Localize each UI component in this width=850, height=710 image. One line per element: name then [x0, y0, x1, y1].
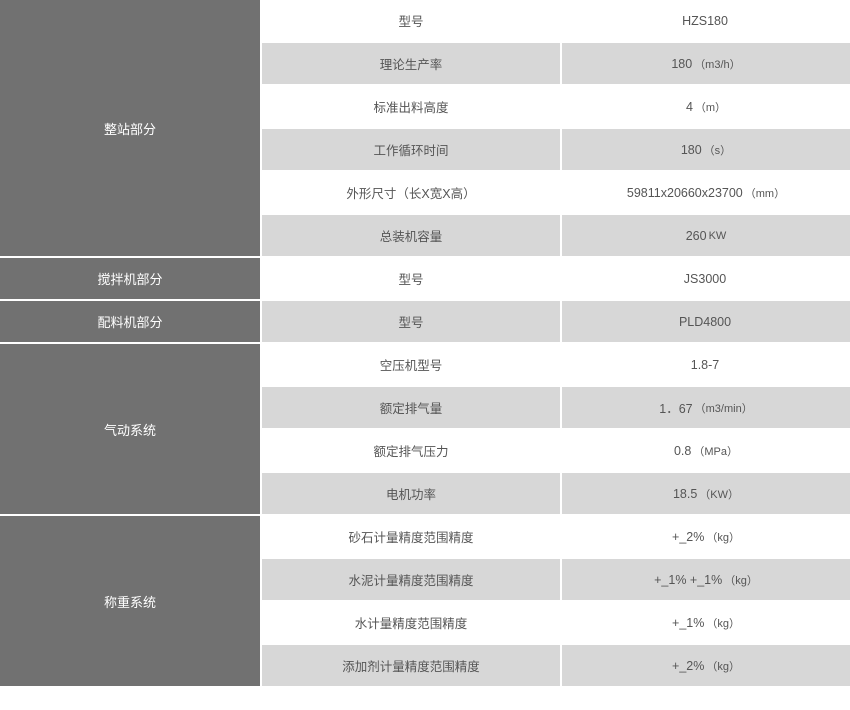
table-row: 空压机型号 1.8-7	[260, 344, 850, 387]
section: 配料机部分型号 PLD4800	[0, 301, 850, 344]
param-cell: 理论生产率	[260, 43, 560, 86]
param-cell: 水泥计量精度范围精度	[260, 559, 560, 602]
section: 搅拌机部分型号 JS3000	[0, 258, 850, 301]
value-unit: （s）	[704, 142, 732, 158]
value-text: +_2%	[672, 530, 704, 544]
value-text: 0.8	[674, 444, 691, 458]
param-cell: 型号	[260, 258, 560, 301]
value-unit: （m3/min）	[695, 400, 753, 416]
value-cell: 18.5（KW）	[560, 473, 850, 516]
value-text: HZS180	[682, 14, 728, 28]
value-unit: （kg）	[706, 615, 740, 631]
param-cell: 型号	[260, 0, 560, 43]
table-row: 额定排气压力0.8（MPa）	[260, 430, 850, 473]
param-cell: 额定排气量	[260, 387, 560, 430]
section: 称重系统砂石计量精度范围精度+_2%（kg）水泥计量精度范围精度+_1% +_1…	[0, 516, 850, 688]
section-header: 搅拌机部分	[0, 258, 260, 301]
value-unit: （kg）	[724, 572, 758, 588]
param-cell: 电机功率	[260, 473, 560, 516]
value-cell: 59811x20660x23700（mm）	[560, 172, 850, 215]
value-unit: （MPa）	[693, 443, 738, 459]
value-text: JS3000	[684, 272, 726, 286]
section-header: 气动系统	[0, 344, 260, 516]
table-row: 理论生产率180（m3/h）	[260, 43, 850, 86]
value-text: +_1% +_1%	[654, 573, 722, 587]
value-cell: 180（m3/h）	[560, 43, 850, 86]
section-body: 型号 JS3000	[260, 258, 850, 301]
param-cell: 型号	[260, 301, 560, 344]
table-row: 标准出料高度4（m）	[260, 86, 850, 129]
value-text: +_2%	[672, 659, 704, 673]
value-text: 4	[686, 100, 693, 114]
value-cell: 1.8-7	[560, 344, 850, 387]
value-unit: （m3/h）	[694, 56, 740, 72]
table-row: 工作循环时间180（s）	[260, 129, 850, 172]
value-text: +_1%	[672, 616, 704, 630]
section-header: 配料机部分	[0, 301, 260, 344]
value-text: 180	[681, 143, 702, 157]
param-cell: 添加剂计量精度范围精度	[260, 645, 560, 688]
table-row: 外形尺寸（长X宽X高）59811x20660x23700（mm）	[260, 172, 850, 215]
value-text: 260	[686, 229, 707, 243]
value-unit: （kg）	[706, 658, 740, 674]
value-cell: HZS180	[560, 0, 850, 43]
value-cell: 180（s）	[560, 129, 850, 172]
value-unit: KW	[709, 230, 727, 242]
param-cell: 砂石计量精度范围精度	[260, 516, 560, 559]
table-row: 水计量精度范围精度+_1%（kg）	[260, 602, 850, 645]
section-body: 空压机型号1.8-7额定排气量1．67（m3/min）额定排气压力0.8（MPa…	[260, 344, 850, 516]
value-text: PLD4800	[679, 315, 731, 329]
spec-table: 整站部分型号HZS180理论生产率180（m3/h）标准出料高度4（m）工作循环…	[0, 0, 850, 688]
param-cell: 总装机容量	[260, 215, 560, 258]
section-header: 称重系统	[0, 516, 260, 688]
value-cell: 0.8（MPa）	[560, 430, 850, 473]
param-cell: 额定排气压力	[260, 430, 560, 473]
value-text: 1.8-7	[691, 358, 720, 372]
value-text: 59811x20660x23700	[627, 186, 743, 200]
value-cell: JS3000	[560, 258, 850, 301]
value-cell: 4（m）	[560, 86, 850, 129]
section: 气动系统空压机型号1.8-7额定排气量1．67（m3/min）额定排气压力0.8…	[0, 344, 850, 516]
value-text: 180	[671, 57, 692, 71]
param-cell: 水计量精度范围精度	[260, 602, 560, 645]
value-cell: PLD4800	[560, 301, 850, 344]
section-body: 砂石计量精度范围精度+_2%（kg）水泥计量精度范围精度+_1% +_1%（kg…	[260, 516, 850, 688]
value-cell: +_1%（kg）	[560, 602, 850, 645]
value-unit: （KW）	[699, 486, 739, 502]
param-cell: 工作循环时间	[260, 129, 560, 172]
table-row: 型号 PLD4800	[260, 301, 850, 344]
value-unit: （mm）	[745, 185, 785, 201]
value-unit: （kg）	[706, 529, 740, 545]
table-row: 额定排气量1．67（m3/min）	[260, 387, 850, 430]
table-row: 总装机容量260KW	[260, 215, 850, 258]
value-cell: +_1% +_1%（kg）	[560, 559, 850, 602]
table-row: 电机功率18.5（KW）	[260, 473, 850, 516]
param-cell: 标准出料高度	[260, 86, 560, 129]
value-text: 1．67	[659, 398, 692, 417]
section-body: 型号 PLD4800	[260, 301, 850, 344]
section-header: 整站部分	[0, 0, 260, 258]
value-cell: 1．67（m3/min）	[560, 387, 850, 430]
value-cell: +_2%（kg）	[560, 645, 850, 688]
value-cell: +_2%（kg）	[560, 516, 850, 559]
section: 整站部分型号HZS180理论生产率180（m3/h）标准出料高度4（m）工作循环…	[0, 0, 850, 258]
value-text: 18.5	[673, 487, 697, 501]
table-row: 水泥计量精度范围精度+_1% +_1%（kg）	[260, 559, 850, 602]
table-row: 添加剂计量精度范围精度+_2%（kg）	[260, 645, 850, 688]
param-cell: 空压机型号	[260, 344, 560, 387]
table-row: 型号 JS3000	[260, 258, 850, 301]
table-row: 型号 HZS180	[260, 0, 850, 43]
section-body: 型号HZS180理论生产率180（m3/h）标准出料高度4（m）工作循环时间18…	[260, 0, 850, 258]
value-cell: 260KW	[560, 215, 850, 258]
value-unit: （m）	[695, 99, 726, 115]
table-row: 砂石计量精度范围精度+_2%（kg）	[260, 516, 850, 559]
param-cell: 外形尺寸（长X宽X高）	[260, 172, 560, 215]
